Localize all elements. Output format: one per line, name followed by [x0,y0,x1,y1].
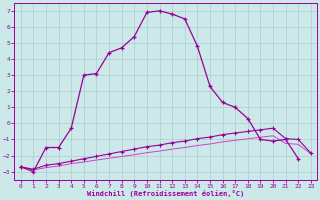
X-axis label: Windchill (Refroidissement éolien,°C): Windchill (Refroidissement éolien,°C) [87,190,244,197]
